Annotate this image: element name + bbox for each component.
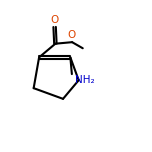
Text: O: O — [67, 30, 76, 40]
Text: NH₂: NH₂ — [75, 75, 95, 85]
Text: O: O — [50, 16, 59, 25]
